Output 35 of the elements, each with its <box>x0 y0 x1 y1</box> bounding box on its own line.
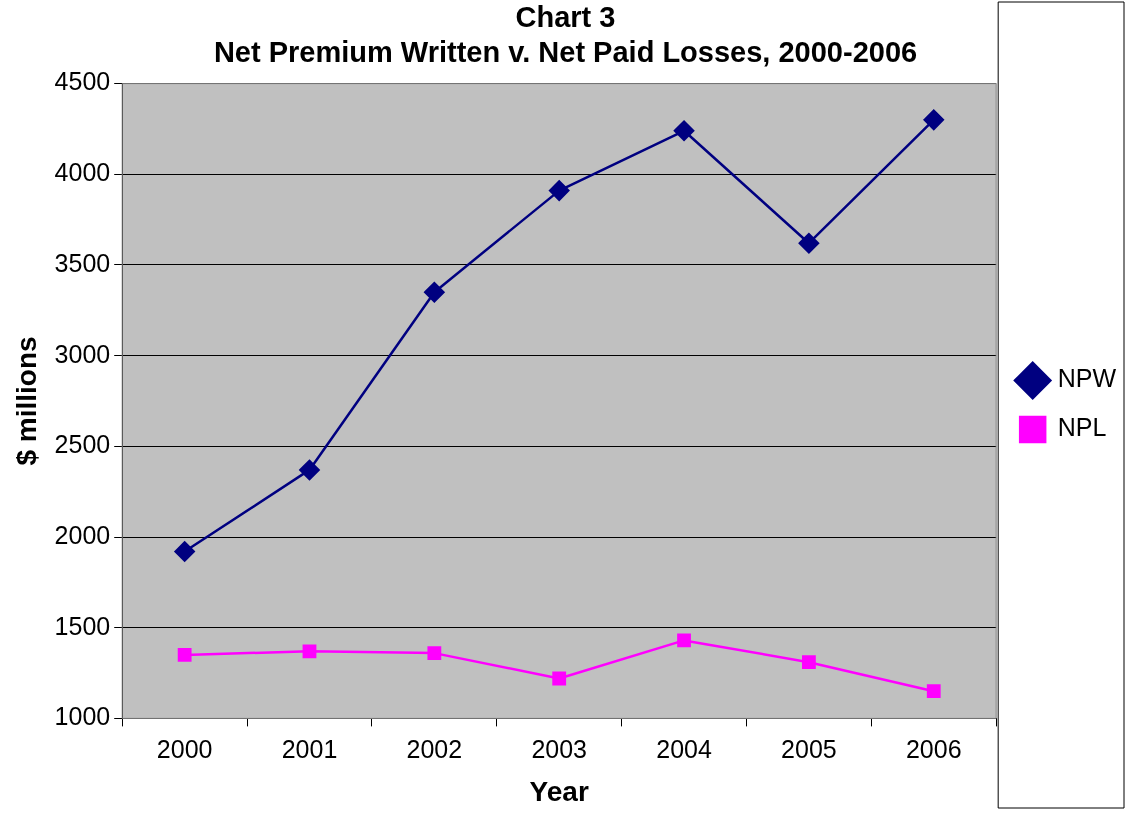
x-tick-label: 2000 <box>156 735 213 764</box>
point <box>801 655 816 670</box>
y-tick-label: 2000 <box>54 520 111 549</box>
point <box>302 644 317 659</box>
x-axis-title: Year <box>529 775 589 807</box>
point <box>552 671 567 686</box>
point <box>673 120 695 142</box>
y-tick-label: 3500 <box>54 248 111 277</box>
point <box>174 541 195 562</box>
point <box>177 648 192 662</box>
point <box>548 180 570 201</box>
x-tick-label: 2004 <box>656 735 712 764</box>
point <box>798 232 820 254</box>
point <box>299 459 320 481</box>
point <box>926 684 941 699</box>
y-tick-label: 4500 <box>54 67 111 96</box>
y-tick-label: 3000 <box>54 339 111 368</box>
legend-label: NPL <box>1057 413 1107 442</box>
point <box>923 109 944 131</box>
y-tick-label: 2500 <box>54 430 111 459</box>
x-tick-label: 2002 <box>406 735 463 764</box>
x-tick-label: 2005 <box>781 735 837 764</box>
point <box>424 281 445 303</box>
text: Net Premium Written v. Net Paid Losses, 2000-2006 <box>213 36 918 69</box>
x-tick-label: 2006 <box>905 735 962 764</box>
legend-label: NPW <box>1057 364 1117 393</box>
point <box>427 646 442 661</box>
x-tick-label: 2001 <box>281 735 338 764</box>
y-tick-label: 4000 <box>54 158 111 187</box>
x-tick-label: 2003 <box>531 735 588 764</box>
y-tick-label: 1500 <box>54 611 111 640</box>
y-axis-title: $ millions <box>10 336 42 466</box>
point <box>677 633 691 648</box>
text: Chart 3 <box>515 1 616 34</box>
y-tick-label: 1000 <box>54 702 111 731</box>
